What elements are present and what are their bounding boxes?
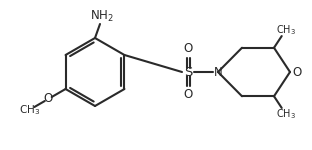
Text: CH$_3$: CH$_3$ bbox=[275, 107, 295, 121]
Text: S: S bbox=[184, 66, 192, 78]
Text: CH$_3$: CH$_3$ bbox=[19, 104, 41, 117]
Text: CH$_3$: CH$_3$ bbox=[275, 23, 295, 37]
Text: O: O bbox=[183, 42, 193, 56]
Text: O: O bbox=[44, 93, 53, 105]
Text: O: O bbox=[183, 88, 193, 102]
Text: NH$_2$: NH$_2$ bbox=[90, 8, 114, 24]
Text: O: O bbox=[292, 66, 302, 78]
Text: N: N bbox=[214, 66, 222, 78]
